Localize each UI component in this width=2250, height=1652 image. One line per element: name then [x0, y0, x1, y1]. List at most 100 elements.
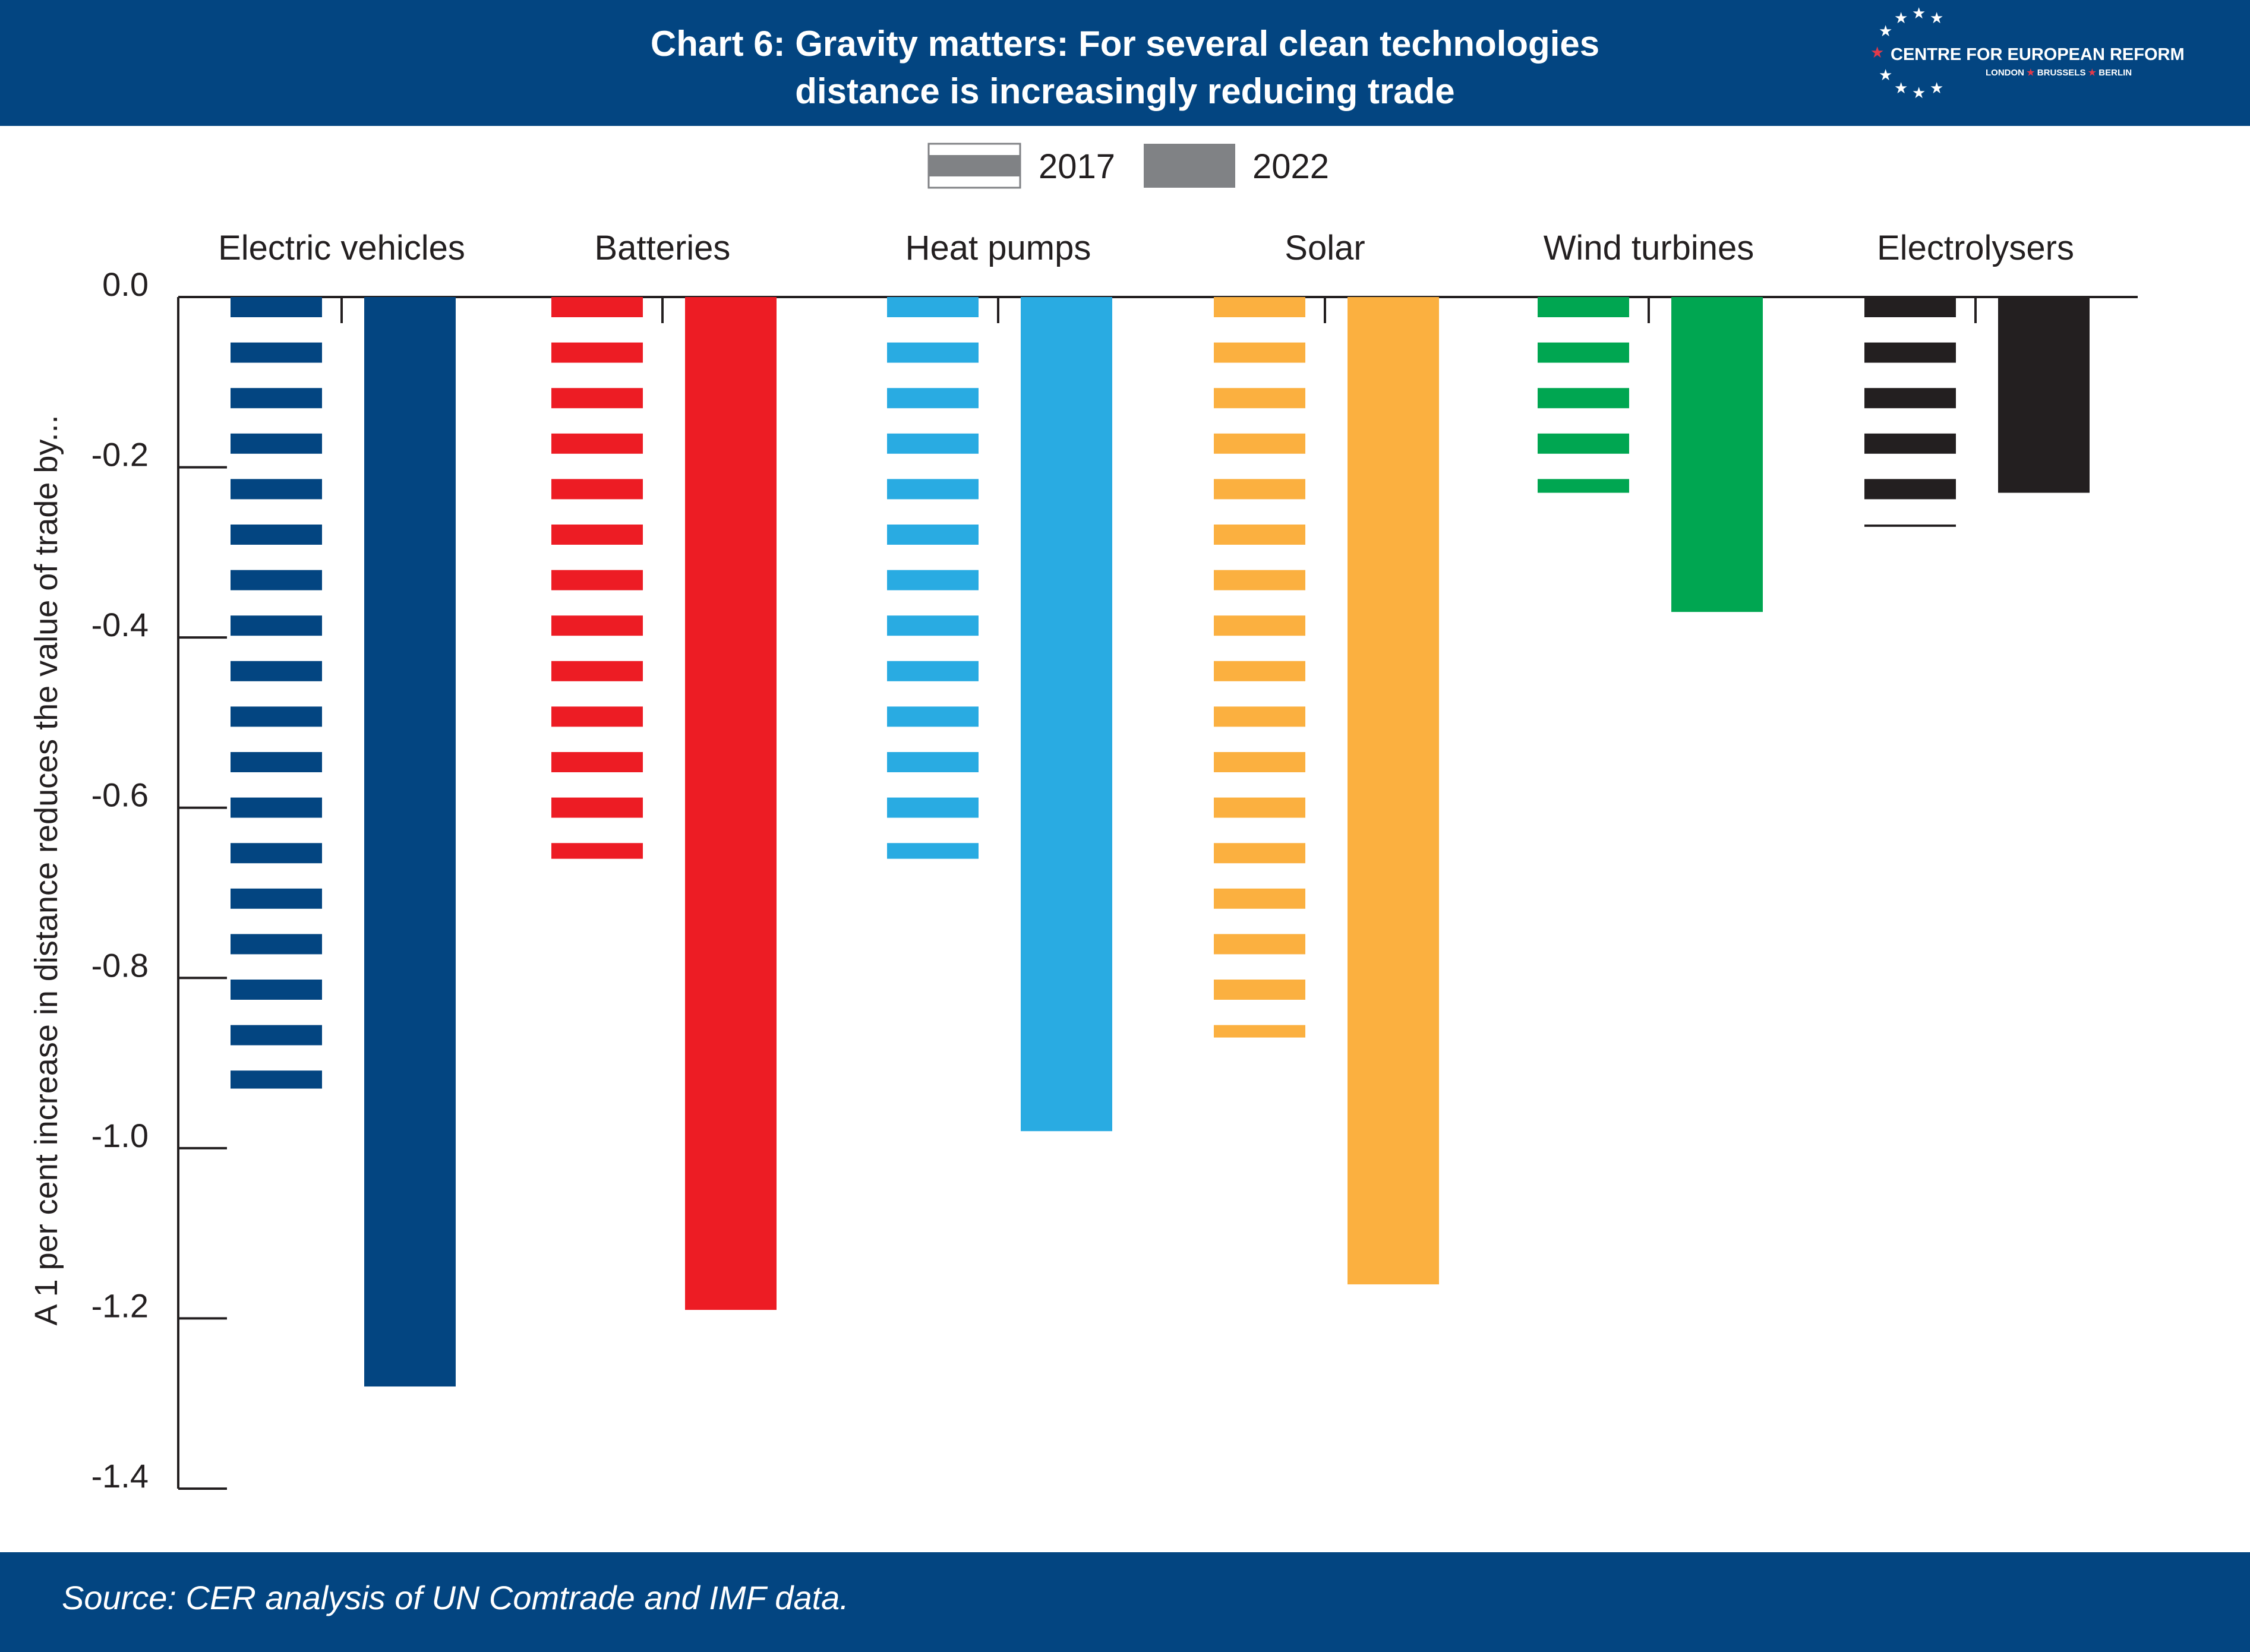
bar-2017-striped [1538, 297, 1629, 493]
y-tick-label: -0.2 [91, 436, 149, 473]
category-label: Wind turbines [1544, 229, 1754, 267]
bar-stripe [231, 706, 322, 727]
bar-stripe [231, 888, 322, 909]
bar-stripe [887, 706, 979, 727]
logo-cities: LONDON ★ BRUSSELS ★ BERLIN [1986, 67, 2132, 78]
bar-2022 [1348, 297, 1439, 1285]
bar-stripe [231, 797, 322, 818]
bar-2022 [1671, 297, 1763, 612]
bar-stripe [1864, 388, 1956, 409]
y-axis: 0.0 -0.2 -0.4 -0.6 -0.8 -1.0 -1.2 -1.4 [91, 266, 2138, 1495]
cer-logo: ★ ★ ★ ★ ★ ★ ★ ★ ★ CENTRE FOR EUROPEAN RE… [1866, 6, 2234, 106]
chart-header: Chart 6: Gravity matters: For several cl… [0, 0, 2250, 126]
bar-stripe [887, 797, 979, 818]
bar-stripe [551, 752, 643, 772]
bar-stripe [231, 843, 322, 864]
chart-title-line2: distance is increasingly reducing trade [795, 71, 1455, 111]
bar-stripe [551, 479, 643, 500]
logo-name: CENTRE FOR EUROPEAN REFORM [1891, 45, 2185, 64]
bar-stripe [231, 479, 322, 500]
bar-stripe [551, 433, 643, 454]
logo-city-london: LONDON [1986, 68, 2024, 78]
y-tick-label: -0.4 [91, 606, 149, 643]
bar-stripe [551, 615, 643, 636]
chart-footer: Source: CER analysis of UN Comtrade and … [0, 1552, 2250, 1652]
category-labels: Electric vehicles Batteries Heat pumps Sola… [218, 229, 2074, 267]
y-tick-label: 0.0 [102, 266, 149, 303]
bar-2022 [685, 297, 777, 1310]
bar-2017-striped [551, 297, 643, 859]
bar-stripe [1214, 888, 1305, 909]
logo-city-berlin: BERLIN [2098, 68, 2132, 78]
bar-stripe [551, 570, 643, 590]
bar-stripe [1538, 388, 1629, 409]
bar-stripe [1214, 525, 1305, 545]
category-label: Heat pumps [905, 229, 1091, 267]
bar-chart: 2017 2022 Electric vehicles Batteries Heat … [29, 143, 2138, 1495]
bar-stripe [1214, 706, 1305, 727]
logo-separator-star-icon: ★ [2088, 68, 2097, 78]
bar-stripe [887, 525, 979, 545]
bar-stripe [1538, 297, 1629, 317]
bar-stripe [551, 388, 643, 409]
legend-label: 2022 [1252, 147, 1329, 186]
bar-2017-striped [231, 297, 322, 1089]
y-tick-label: -0.8 [91, 946, 149, 984]
y-tick-label: -1.2 [91, 1287, 149, 1324]
y-tick-label: -0.6 [91, 776, 149, 814]
bar-stripe [887, 342, 979, 363]
bar-stripe [1214, 980, 1305, 1000]
logo-star-icon: ★ [1870, 44, 1885, 62]
bar-2022 [1998, 297, 2090, 493]
logo-star-icon: ★ [1894, 10, 1908, 27]
bar-stripe [1214, 615, 1305, 636]
legend-item-2017: 2017 [927, 143, 1115, 189]
bar-stripe [231, 615, 322, 636]
bar-stripe [231, 1070, 322, 1089]
logo-city-brussels: BRUSSELS [2037, 68, 2086, 78]
bar-stripe [551, 525, 643, 545]
bar-stripe [1214, 479, 1305, 500]
y-axis-label: A 1 per cent increase in distance reduce… [29, 415, 64, 1326]
bar-stripe [1214, 934, 1305, 955]
logo-star-icon: ★ [1930, 10, 1944, 27]
bar-stripe [1864, 433, 1956, 454]
bar-stripe [231, 433, 322, 454]
bar-stripe [1214, 661, 1305, 681]
bar-2022 [1021, 297, 1112, 1132]
bar-stripe [1214, 388, 1305, 409]
bar-2017-striped [887, 297, 979, 859]
bar-2017-striped [1214, 297, 1305, 1038]
bar-stripe [231, 388, 322, 409]
bar-2017-striped [1864, 297, 1956, 527]
bar-stripe [231, 570, 322, 590]
bar-2022 [364, 297, 456, 1387]
logo-star-icon: ★ [1879, 67, 1893, 84]
chart-title-line1: Chart 6: Gravity matters: For several cl… [650, 24, 1600, 64]
bar-stripe [231, 342, 322, 363]
bar-stripe [1538, 433, 1629, 454]
bar-stripe [887, 615, 979, 636]
bar-stripe [231, 1025, 322, 1045]
chart-legend: 2017 2022 [927, 143, 1329, 189]
logo-star-icon: ★ [1912, 5, 1926, 23]
bar-stripe [551, 342, 643, 363]
bar-stripe [1214, 752, 1305, 772]
bar-stripe [1538, 479, 1629, 493]
bar-stripe [231, 752, 322, 772]
logo-star-icon: ★ [1894, 80, 1908, 97]
category-label: Solar [1285, 229, 1365, 267]
bar-stripe [551, 843, 643, 859]
bar-stripe [1864, 297, 1956, 317]
logo-star-icon: ★ [1912, 84, 1926, 102]
bar-stripe [1214, 797, 1305, 818]
bar-stripe [887, 297, 979, 317]
legend-swatch-stripe [929, 155, 1020, 176]
bar-stripe [1214, 433, 1305, 454]
bar-stripe [1864, 525, 1956, 527]
bar-stripe [887, 752, 979, 772]
legend-swatch-solid [1144, 144, 1235, 188]
bar-stripe [551, 297, 643, 317]
source-note: Source: CER analysis of UN Comtrade and … [62, 1579, 849, 1616]
bar-stripe [887, 843, 979, 859]
